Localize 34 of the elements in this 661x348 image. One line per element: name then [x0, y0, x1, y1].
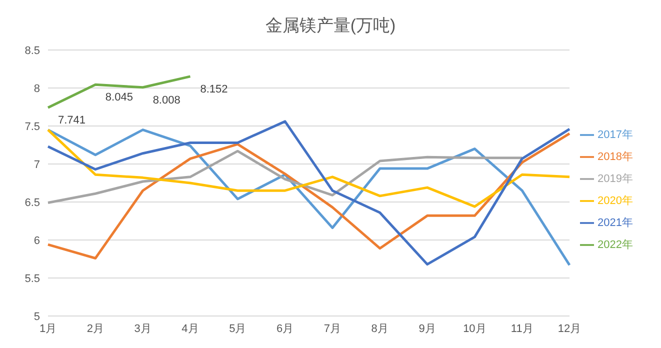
- legend-label: 2018年: [598, 151, 633, 163]
- x-tick-label: 3月: [134, 322, 152, 335]
- line-series: [46, 128, 571, 208]
- line-series: [46, 150, 524, 204]
- x-tick-label: 11月: [510, 322, 534, 335]
- x-tick-label: 7月: [324, 322, 342, 335]
- y-tick-label: 5: [34, 310, 40, 323]
- legend-label: 2022年: [598, 239, 633, 251]
- chart-title: 金属镁产量(万吨): [264, 15, 397, 37]
- legend-label: 2020年: [598, 195, 633, 207]
- legend-label: 2017年: [598, 129, 633, 141]
- y-tick-label: 7: [34, 158, 40, 171]
- x-tick-label: 1月: [39, 322, 57, 335]
- data-label: 8.152: [200, 83, 228, 96]
- y-tick-label: 7.5: [24, 120, 40, 133]
- y-tick-label: 8: [34, 82, 40, 95]
- x-tick-label: 10月: [463, 322, 486, 335]
- y-tick-label: 8.5: [24, 44, 40, 57]
- line-series: [46, 75, 192, 109]
- x-tick-label: 6月: [276, 322, 294, 335]
- x-tick-label: 4月: [182, 322, 199, 335]
- data-label: 7.741: [58, 114, 86, 127]
- data-label: 8.045: [105, 92, 133, 104]
- y-tick-label: 6: [34, 234, 40, 247]
- x-tick-label: 2月: [86, 322, 104, 335]
- x-tick-label: 9月: [418, 322, 436, 335]
- data-label: 8.008: [152, 94, 180, 106]
- x-tick-label: 8月: [371, 322, 388, 335]
- y-tick-label: 5.5: [24, 272, 40, 285]
- y-tick-label: 6.5: [24, 196, 40, 209]
- legend-label: 2019年: [598, 173, 633, 185]
- x-tick-label: 12月: [558, 322, 582, 335]
- x-tick-label: 5月: [229, 322, 246, 335]
- legend-label: 2021年: [598, 217, 633, 229]
